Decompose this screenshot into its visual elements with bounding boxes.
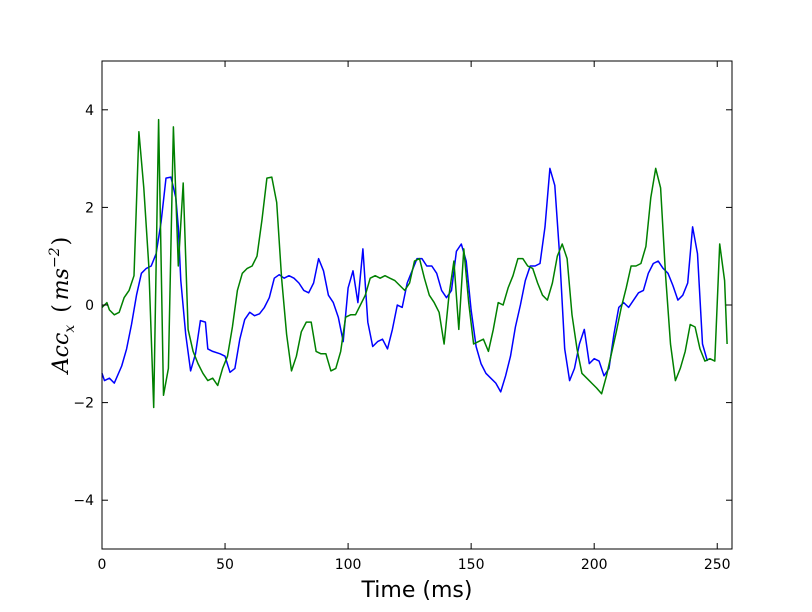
x-tick-label: 50	[216, 557, 234, 573]
y-tick-label: 2	[85, 200, 94, 216]
x-tick-label: 250	[704, 557, 731, 573]
x-axis-label: Time (ms)	[361, 578, 473, 603]
y-axis-label-exp: −2	[47, 247, 63, 268]
x-tick-label: 150	[458, 557, 485, 573]
series-line-1	[101, 167, 709, 393]
x-tick-label: 0	[98, 557, 107, 573]
y-axis-label-main: Acc	[49, 333, 74, 376]
series-layer	[101, 118, 728, 409]
y-axis-label-sub: x	[62, 325, 78, 333]
y-axis-label-close: )	[49, 237, 74, 246]
x-tick-label: 200	[581, 557, 608, 573]
y-tick-label: −2	[73, 396, 94, 412]
y-tick-label: 0	[85, 298, 94, 314]
x-tick-label: 100	[335, 557, 362, 573]
y-axis-label: Accx ( ms−2)	[47, 237, 78, 375]
y-axis-label-open: (	[49, 304, 74, 313]
y-tick-label: −4	[73, 493, 94, 509]
series-line-2	[101, 118, 728, 409]
tick-layer: 0 50 100 150 200 250 −4 −2 0 2 4	[73, 61, 732, 573]
y-tick-label: 4	[85, 103, 94, 119]
y-axis-label-unit: ms	[49, 268, 74, 300]
